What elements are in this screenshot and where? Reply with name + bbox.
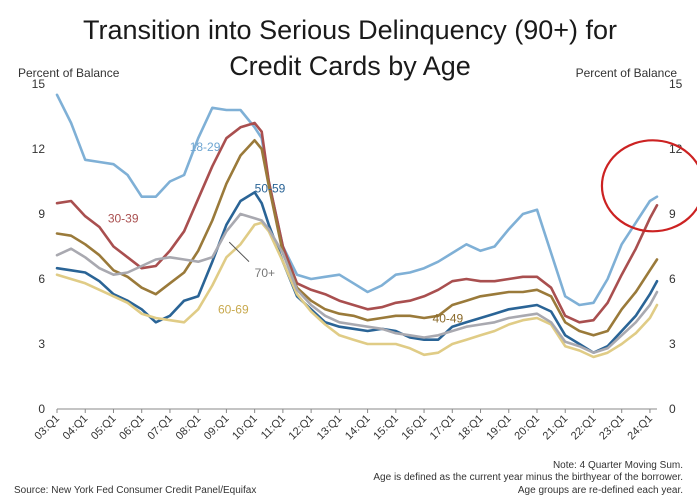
series-line-18-29 xyxy=(55,93,659,307)
y-tick-label-right: 15 xyxy=(669,77,683,91)
y-tick-label-left: 12 xyxy=(32,142,46,156)
x-tick-label: 11:Q1 xyxy=(259,413,288,442)
y-tick-label-right: 3 xyxy=(669,337,676,351)
series-line-40-49 xyxy=(55,139,659,337)
x-tick-label: 17:Q1 xyxy=(428,413,458,443)
y-tick-label-right: 9 xyxy=(669,207,676,221)
y-tick-label-left: 6 xyxy=(38,272,45,286)
highlight-ellipse xyxy=(600,139,697,233)
y-axis-label-right: Percent of Balance xyxy=(575,66,677,80)
note-age-definition: Age is defined as the current year minus… xyxy=(373,472,683,483)
series-line-60-69 xyxy=(55,221,659,359)
note-moving-sum: Note: 4 Quarter Moving Sum. xyxy=(552,460,683,471)
y-tick-label-right: 6 xyxy=(669,272,676,286)
series-label-18-29: 18-29 xyxy=(190,140,221,154)
y-tick-label-left: 9 xyxy=(38,207,45,221)
series-line-70plus xyxy=(55,212,659,354)
chart-title-line1: Transition into Serious Delinquency (90+… xyxy=(82,15,617,45)
x-tick-label: 06:Q1 xyxy=(117,413,147,443)
series-label-70plus: 70+ xyxy=(255,266,275,280)
series-label-30-39: 30-39 xyxy=(108,212,139,226)
x-tick-label: 15:Q1 xyxy=(371,413,401,443)
y-tick-label-right: 12 xyxy=(669,142,683,156)
x-tick-label: 05:Q1 xyxy=(89,413,119,443)
series-line-30-39 xyxy=(55,121,659,324)
source-note: Source: New York Fed Consumer Credit Pan… xyxy=(14,485,257,496)
x-tick-label: 18:Q1 xyxy=(456,413,486,443)
chart-title-line2: Credit Cards by Age xyxy=(229,51,471,81)
x-tick-label: 03:Q1 xyxy=(32,413,62,443)
x-tick-label: 23:Q1 xyxy=(597,413,627,443)
x-tick-label: 07:Q1 xyxy=(145,413,175,443)
x-tick-label: 04:Q1 xyxy=(61,413,91,443)
note-age-groups: Age groups are re-defined each year. xyxy=(517,485,683,496)
x-tick-label: 09:Q1 xyxy=(202,413,232,443)
x-tick-label: 13:Q1 xyxy=(315,413,345,443)
x-tick-label: 14:Q1 xyxy=(343,413,373,443)
series-line-50-59 xyxy=(55,191,659,354)
series-label-40-49: 40-49 xyxy=(433,311,464,325)
x-tick-label: 24:Q1 xyxy=(625,413,655,443)
y-tick-label-left: 15 xyxy=(32,77,46,91)
y-axis-label-left: Percent of Balance xyxy=(18,66,120,80)
x-tick-label: 20:Q1 xyxy=(512,413,542,443)
x-tick-label: 12:Q1 xyxy=(287,413,317,443)
series-label-60-69: 60-69 xyxy=(218,303,249,317)
x-tick-label: 16:Q1 xyxy=(400,413,430,443)
y-tick-label-right: 0 xyxy=(669,402,676,416)
x-tick-label: 22:Q1 xyxy=(569,413,599,443)
x-tick-label: 10:Q1 xyxy=(230,413,260,443)
label-pointer-70plus xyxy=(228,241,250,263)
series-label-50-59: 50-59 xyxy=(255,181,286,195)
x-tick-label: 08:Q1 xyxy=(174,413,204,443)
x-tick-label: 21:Q1 xyxy=(541,413,571,443)
y-tick-label-left: 3 xyxy=(38,337,45,351)
y-tick-label-left: 0 xyxy=(38,402,45,416)
x-tick-label: 19:Q1 xyxy=(484,413,514,443)
